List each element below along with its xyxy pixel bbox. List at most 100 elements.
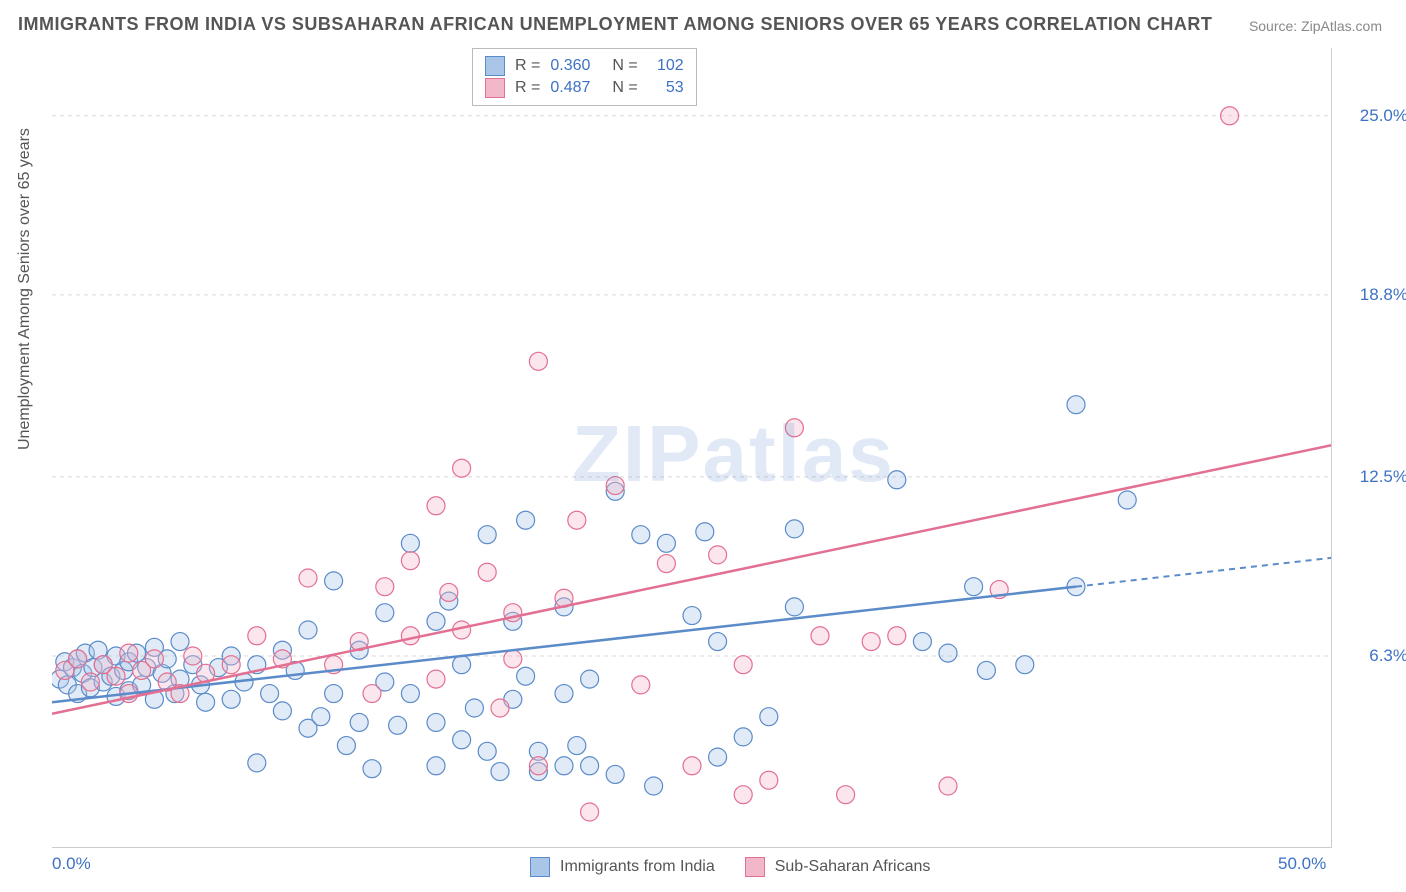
data-point: [478, 563, 496, 581]
data-point: [529, 352, 547, 370]
y-tick-label: 25.0%: [1338, 106, 1406, 126]
n-label: N =: [612, 55, 637, 77]
legend-swatch: [485, 78, 505, 98]
data-point: [888, 627, 906, 645]
stats-legend-row: R =0.360N =102: [485, 55, 684, 77]
legend-swatch: [745, 857, 765, 877]
data-point: [145, 650, 163, 668]
data-point: [81, 673, 99, 691]
data-point: [1221, 107, 1239, 125]
n-value: 53: [648, 77, 684, 99]
trend-line-extrapolated: [1076, 558, 1332, 587]
data-point: [184, 647, 202, 665]
data-point: [1067, 396, 1085, 414]
data-point: [517, 667, 535, 685]
x-axis-bottom: [52, 847, 1332, 848]
data-point: [453, 731, 471, 749]
data-point: [299, 569, 317, 587]
data-point: [696, 523, 714, 541]
data-point: [491, 763, 509, 781]
data-point: [465, 699, 483, 717]
n-label: N =: [612, 77, 637, 99]
y-tick-label: 6.3%: [1338, 646, 1406, 666]
data-point: [504, 650, 522, 668]
data-point: [760, 771, 778, 789]
data-point: [888, 471, 906, 489]
data-point: [632, 676, 650, 694]
data-point: [401, 552, 419, 570]
data-point: [581, 803, 599, 821]
source-label: Source: ZipAtlas.com: [1249, 18, 1382, 34]
data-point: [337, 737, 355, 755]
y-axis-right: [1331, 48, 1332, 848]
data-point: [69, 650, 87, 668]
data-point: [785, 598, 803, 616]
data-point: [1016, 656, 1034, 674]
data-point: [248, 627, 266, 645]
data-point: [683, 607, 701, 625]
legend-label: Immigrants from India: [560, 856, 715, 878]
data-point: [299, 621, 317, 639]
data-point: [606, 765, 624, 783]
data-point: [363, 685, 381, 703]
data-point: [709, 546, 727, 564]
data-point: [427, 670, 445, 688]
data-point: [427, 713, 445, 731]
data-point: [120, 644, 138, 662]
legend-swatch: [530, 857, 550, 877]
data-point: [785, 419, 803, 437]
data-point: [325, 572, 343, 590]
scatter-chart-svg: [52, 48, 1332, 848]
data-point: [913, 633, 931, 651]
n-value: 102: [648, 55, 684, 77]
data-point: [273, 702, 291, 720]
y-tick-label: 18.8%: [1338, 285, 1406, 305]
data-point: [222, 656, 240, 674]
data-point: [401, 627, 419, 645]
trend-line: [52, 445, 1332, 714]
data-point: [312, 708, 330, 726]
data-point: [734, 656, 752, 674]
y-axis-label: Unemployment Among Seniors over 65 years: [16, 128, 34, 450]
y-tick-label: 12.5%: [1338, 467, 1406, 487]
data-point: [606, 477, 624, 495]
data-point: [491, 699, 509, 717]
data-point: [657, 555, 675, 573]
r-label: R =: [515, 77, 540, 99]
data-point: [760, 708, 778, 726]
data-point: [568, 737, 586, 755]
data-point: [453, 656, 471, 674]
data-point: [529, 757, 547, 775]
data-point: [222, 690, 240, 708]
data-point: [977, 661, 995, 679]
data-point: [453, 459, 471, 477]
data-point: [862, 633, 880, 651]
data-point: [401, 534, 419, 552]
legend-label: Sub-Saharan Africans: [775, 856, 931, 878]
plot-area: ZIPatlas R =0.360N =102R =0.487N =53: [52, 48, 1332, 848]
legend-item: Immigrants from India: [530, 856, 715, 878]
data-point: [427, 757, 445, 775]
data-point: [555, 757, 573, 775]
data-point: [709, 633, 727, 651]
data-point: [248, 754, 266, 772]
data-point: [427, 612, 445, 630]
data-point: [785, 520, 803, 538]
data-point: [939, 777, 957, 795]
data-point: [427, 497, 445, 515]
chart-title: IMMIGRANTS FROM INDIA VS SUBSAHARAN AFRI…: [18, 14, 1212, 35]
data-point: [517, 511, 535, 529]
data-point: [709, 748, 727, 766]
stats-legend: R =0.360N =102R =0.487N =53: [472, 48, 697, 106]
data-point: [568, 511, 586, 529]
legend-swatch: [485, 56, 505, 76]
stats-legend-row: R = 0.487 N = 53: [485, 77, 684, 99]
data-point: [581, 670, 599, 688]
data-point: [440, 583, 458, 601]
data-point: [107, 667, 125, 685]
r-value: 0.487: [550, 77, 602, 99]
data-point: [555, 685, 573, 703]
data-point: [376, 604, 394, 622]
data-point: [350, 713, 368, 731]
data-point: [632, 526, 650, 544]
